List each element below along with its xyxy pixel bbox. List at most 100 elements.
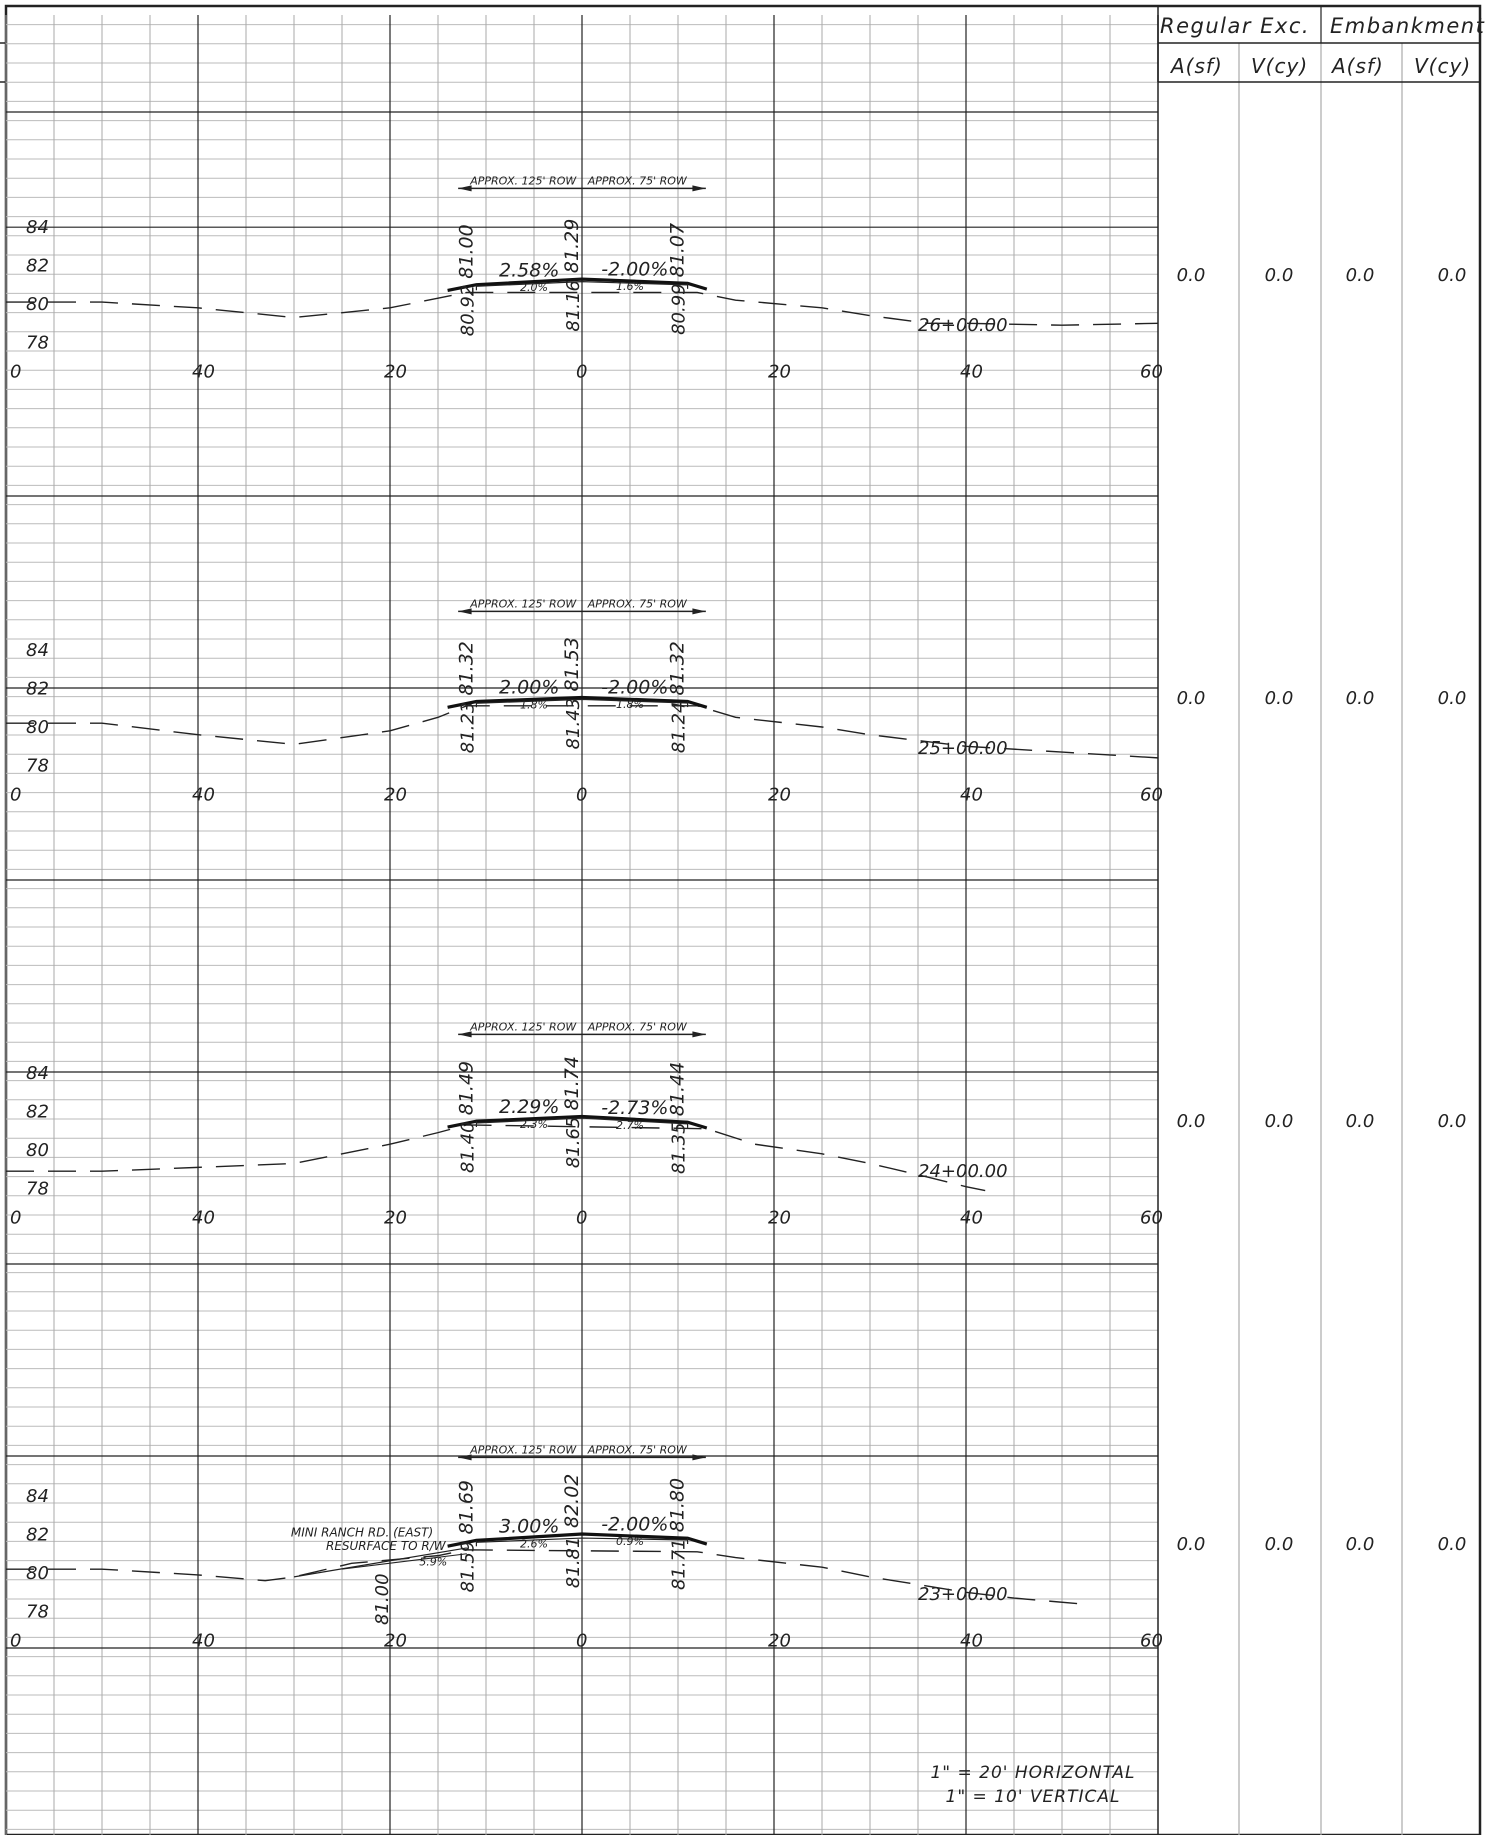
- scale-vertical: 1" = 10' VERTICAL: [946, 1787, 1121, 1807]
- subgrade-line: [476, 1537, 688, 1543]
- left-grade-label: 3.00%: [499, 1515, 559, 1537]
- offset-tick-label: 0: [576, 1207, 587, 1228]
- proposed-surface-line: [447, 277, 708, 293]
- subgrade-line: [476, 698, 688, 704]
- top-elevation-label: 81.00: [455, 224, 477, 278]
- row-label-right: APPROX. 75' ROW: [587, 597, 688, 610]
- volume-cell: 0.0: [1265, 265, 1294, 286]
- proposed-surface-line: [447, 1114, 708, 1130]
- offset-tick-label: 40: [192, 361, 215, 382]
- offset-tick-label: 0: [10, 1207, 21, 1228]
- left-subgrade-label: 2.0%: [520, 281, 548, 294]
- elevation-label: 82: [26, 255, 49, 276]
- offset-tick-label: 0: [576, 361, 587, 382]
- row-label-left: APPROX. 125' ROW: [469, 1443, 577, 1456]
- top-elevation-label: 81.80: [667, 1478, 689, 1532]
- row-label-left: APPROX. 125' ROW: [469, 174, 577, 187]
- station-label: 24+00.00: [918, 1161, 1008, 1182]
- offset-tick-label: 0: [10, 784, 21, 805]
- elevation-label: 78: [26, 333, 49, 354]
- elevation-label: 80: [26, 717, 49, 738]
- elevation-label: 82: [26, 1524, 49, 1545]
- bottom-elevation-label: 81.43: [563, 698, 584, 750]
- bottom-elevation-label: 81.59: [457, 1541, 478, 1593]
- proposed-surface-line: [447, 695, 708, 709]
- bottom-elevation-label: 81.24: [669, 702, 690, 754]
- bottom-elevation-label: 80.92: [457, 285, 478, 337]
- offset-tick-label: 40: [960, 1630, 983, 1651]
- top-elevation-label: 81.74: [561, 1056, 583, 1110]
- offset-tick-label: 0: [10, 1630, 21, 1651]
- offset-tick-label: 60: [1140, 361, 1163, 382]
- volume-cell: 0.0: [1265, 688, 1294, 709]
- scale-note: 1" = 20' HORIZONTAL 1" = 10' VERTICAL: [930, 1763, 1135, 1807]
- row-label-right: APPROX. 75' ROW: [587, 174, 688, 187]
- top-elevation-label: 81.49: [455, 1061, 477, 1115]
- existing-ground-line: [6, 1549, 1082, 1605]
- offset-tick-label: 20: [768, 784, 791, 805]
- volume-cell: 0.0: [1265, 1534, 1294, 1555]
- bottom-elevation-label: 80.99: [669, 283, 690, 335]
- station-label: 26+00.00: [918, 315, 1008, 336]
- edge-grade-label: 5.9%: [419, 1555, 447, 1568]
- row-label-left: APPROX. 125' ROW: [469, 597, 577, 610]
- section-26+00.00: 0 40 20 0 20 40 60 84 82 80 78 APPROX. 125' ROW APPR…: [6, 174, 1466, 382]
- volume-cell: 0.0: [1346, 1534, 1375, 1555]
- proposed-surface-line: [447, 1532, 708, 1548]
- subgrade-line: [476, 1117, 688, 1125]
- right-grade-label: -2.00%: [601, 677, 668, 699]
- station-label: 25+00.00: [918, 738, 1008, 759]
- section-23+00.00: 0 40 20 0 20 40 60 84 82 80 78 APPROX. 125' ROW APPR…: [6, 1443, 1466, 1651]
- bottom-elevation-label: 81.81: [563, 1537, 584, 1589]
- offset-tick-label: 40: [960, 784, 983, 805]
- volume-cell: 0.0: [1438, 1534, 1467, 1555]
- top-elevation-label: 81.44: [667, 1062, 689, 1116]
- scale-horizontal: 1" = 20' HORIZONTAL: [930, 1763, 1135, 1783]
- top-elevation-label: 81.53: [561, 637, 583, 691]
- offset-tick-label: 0: [576, 784, 587, 805]
- offset-tick-label: 60: [1140, 1630, 1163, 1651]
- offset-tick-label: 20: [384, 784, 407, 805]
- row-label-left: APPROX. 125' ROW: [469, 1020, 577, 1033]
- top-elevation-label: 81.69: [455, 1480, 477, 1534]
- volume-cell: 0.0: [1177, 1534, 1206, 1555]
- offset-tick-label: 40: [192, 1207, 215, 1228]
- volume-cell: 0.0: [1177, 1111, 1206, 1132]
- left-elevation-label: 81.00: [372, 1573, 393, 1625]
- volume-cell: 0.0: [1177, 265, 1206, 286]
- right-grade-label: -2.00%: [601, 258, 668, 280]
- left-subgrade-label: 2.6%: [520, 1537, 548, 1550]
- left-grade-label: 2.29%: [499, 1096, 559, 1118]
- volume-cell: 0.0: [1346, 265, 1375, 286]
- section-24+00.00: 0 40 20 0 20 40 60 84 82 80 78 APPROX. 125' ROW APPR…: [6, 1020, 1466, 1228]
- bottom-elevation-label: 81.40: [457, 1121, 478, 1173]
- offset-tick-label: 20: [768, 361, 791, 382]
- right-subgrade-label: 2.7%: [616, 1119, 644, 1132]
- offset-tick-label: 60: [1140, 784, 1163, 805]
- grid-lines: [0, 4, 1482, 1835]
- station-label: 23+00.00: [918, 1584, 1008, 1605]
- top-elevation-label: 81.32: [455, 641, 477, 695]
- top-elevation-label: 82.02: [561, 1474, 583, 1528]
- offset-tick-label: 20: [768, 1207, 791, 1228]
- note-line-2: RESURFACE TO R/W: [326, 1539, 447, 1553]
- elevation-label: 84: [26, 217, 49, 238]
- right-subgrade-label: 0.9%: [616, 1535, 644, 1548]
- subgrade-line: [476, 281, 688, 287]
- col-header-emb-area: A(sf): [1330, 54, 1384, 78]
- left-subgrade-label: 1.8%: [520, 698, 548, 711]
- row-label-right: APPROX. 75' ROW: [587, 1443, 688, 1456]
- left-subgrade-label: 2.3%: [520, 1118, 548, 1131]
- elevation-label: 84: [26, 640, 49, 661]
- offset-tick-label: 20: [384, 1207, 407, 1228]
- col-header-reg-area: A(sf): [1169, 54, 1223, 78]
- bottom-elevation-label: 81.23: [457, 702, 478, 754]
- top-elevation-label: 81.07: [667, 223, 689, 277]
- right-grade-label: -2.00%: [601, 1513, 668, 1535]
- offset-tick-label: 0: [576, 1630, 587, 1651]
- volume-cell: 0.0: [1438, 1111, 1467, 1132]
- elevation-label: 84: [26, 1063, 49, 1084]
- volume-cell: 0.0: [1177, 688, 1206, 709]
- top-elevation-label: 81.32: [667, 641, 689, 695]
- offset-tick-label: 0: [10, 361, 21, 382]
